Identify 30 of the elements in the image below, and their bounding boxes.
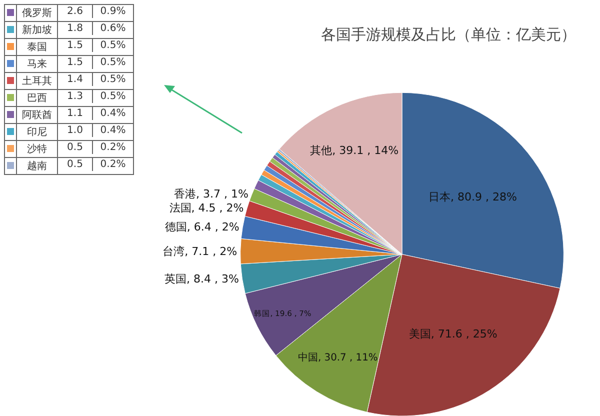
- legend-label: 越南: [16, 158, 58, 174]
- legend-label: 马来: [16, 56, 58, 72]
- slice-label: 美国, 71.6 , 25%: [408, 327, 498, 340]
- slice-label: 中国, 30.7 , 11%: [298, 352, 378, 364]
- legend-label: 阿联酋: [16, 106, 58, 124]
- slice-label: 其他, 39.1 , 14%: [310, 144, 399, 158]
- text: 各国手游规模及占比（单位：亿美元）: [321, 26, 576, 44]
- legend-label: 新加坡: [16, 22, 58, 38]
- text: 1.0 0.4%: [67, 125, 126, 136]
- slice-label: 英国, 8.4 , 3%: [164, 272, 239, 286]
- legend-label: 俄罗斯: [16, 4, 58, 22]
- text: 1.1 0.4%: [67, 108, 126, 119]
- text: 1.3 0.5%: [67, 91, 126, 102]
- slice-label: 德国, 6.4 , 2%: [164, 220, 240, 234]
- text: 0.5 0.2%: [67, 159, 126, 170]
- legend-label: 印尼: [16, 124, 58, 140]
- legend-label: 土耳其: [16, 72, 58, 90]
- slice-label: 法国, 4.5 , 2%: [169, 201, 244, 214]
- slice-label: 香港, 3.7 , 1%: [174, 187, 248, 200]
- text: 1.8 0.6%: [67, 23, 126, 34]
- text: 1.5 0.5%: [67, 57, 126, 68]
- text: 2.6 0.9%: [67, 6, 126, 17]
- legend-label: 泰国: [16, 38, 58, 56]
- text: 1.5 0.5%: [67, 40, 126, 51]
- slice-label: 台湾, 7.1 , 2%: [162, 244, 238, 258]
- text: 1.4 0.5%: [67, 74, 126, 85]
- slice-label: 日本, 80.9 , 28%: [428, 190, 517, 204]
- text: 0.5 0.2%: [67, 142, 126, 153]
- legend-label: 沙特: [16, 140, 58, 158]
- legend-label: 巴西: [16, 90, 58, 106]
